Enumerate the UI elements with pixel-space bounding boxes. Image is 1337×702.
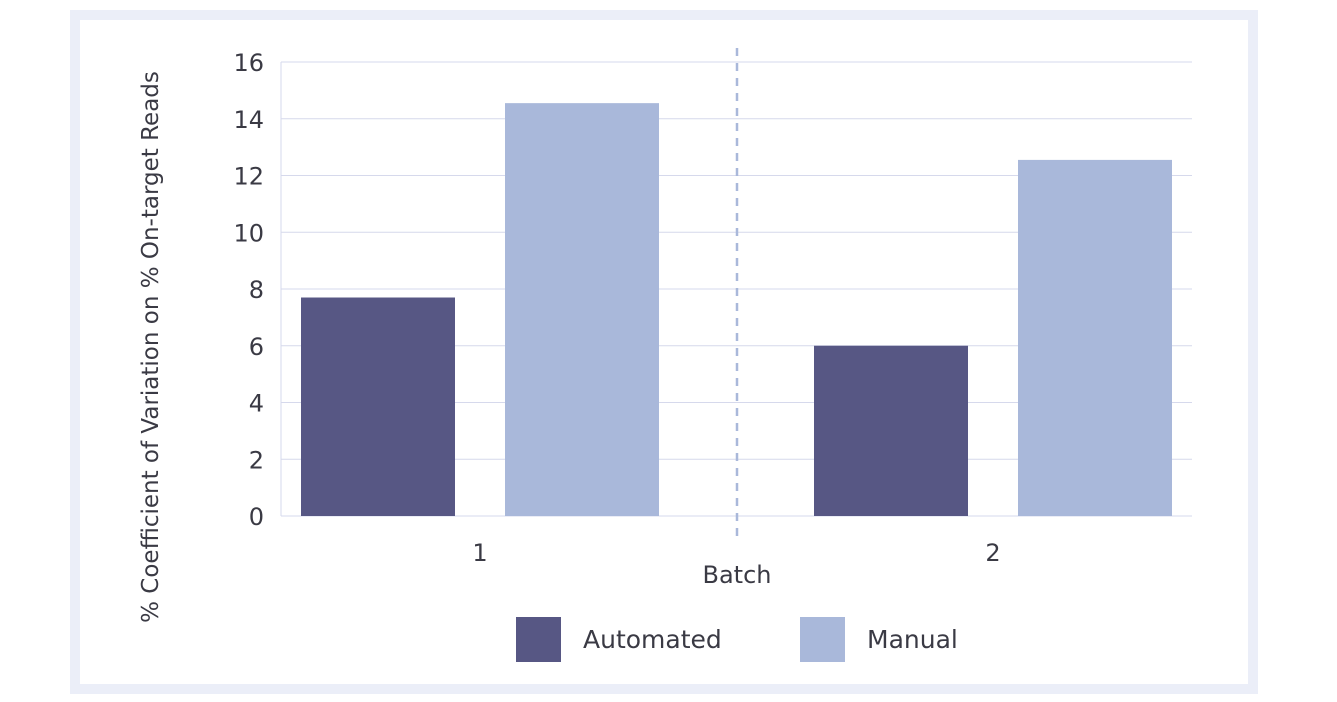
bar-manual-batch-2 [1018, 159, 1172, 517]
y-tick-label: 14 [233, 106, 264, 134]
y-tick-label: 2 [249, 446, 264, 474]
x-tick-label: 2 [985, 539, 1000, 567]
legend: Automated Manual [516, 617, 958, 662]
legend-label-manual: Manual [867, 625, 958, 654]
y-tick-label: 10 [233, 219, 264, 247]
y-tick-label: 4 [249, 390, 264, 418]
legend-label-automated: Automated [583, 625, 722, 654]
x-axis-label: Batch [703, 561, 772, 589]
y-tick-label: 6 [249, 333, 264, 361]
legend-swatch-automated [516, 617, 561, 662]
bars [301, 103, 1172, 517]
bar-manual-batch-1 [505, 103, 659, 517]
y-tick-label: 12 [233, 163, 264, 191]
legend-swatch-manual [800, 617, 845, 662]
x-tick-label: 1 [472, 539, 487, 567]
bar-automated-batch-1 [301, 297, 455, 516]
y-axis-ticks: 0 2 4 6 8 10 12 14 16 [233, 49, 264, 531]
bar-automated-batch-2 [814, 345, 968, 516]
y-axis-label: % Coefficient of Variation on % On-targe… [138, 71, 164, 623]
y-tick-label: 8 [249, 276, 264, 304]
y-tick-label: 16 [233, 49, 264, 77]
y-tick-label: 0 [249, 503, 264, 531]
